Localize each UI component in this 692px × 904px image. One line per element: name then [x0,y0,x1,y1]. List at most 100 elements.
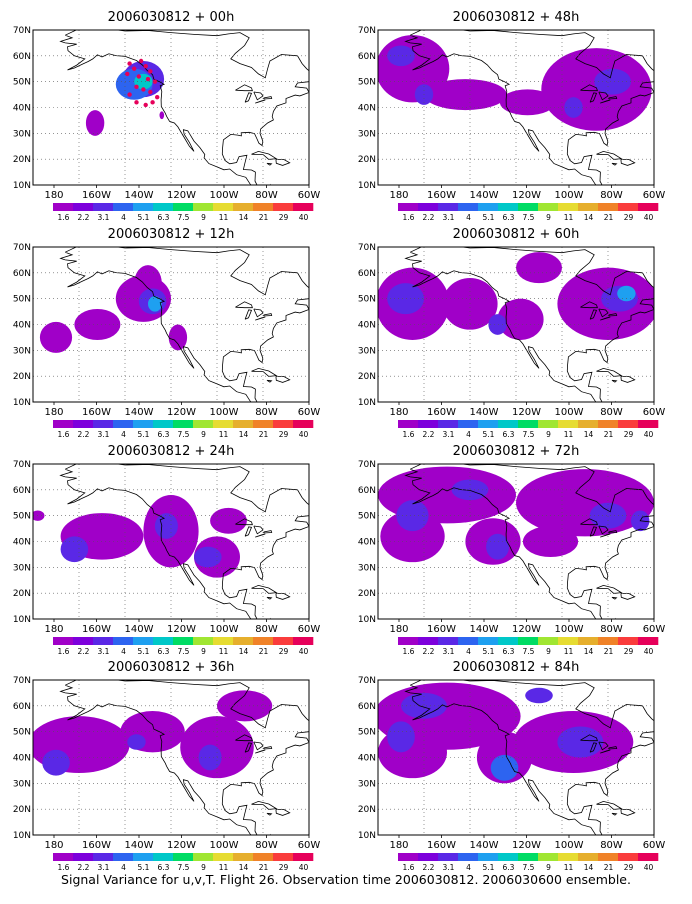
panel-title: 2006030812 + 60h [453,227,580,242]
great-lake [600,749,611,754]
colorbar-segment [618,853,639,861]
colorbar-label: 14 [239,647,249,656]
colorbar-label: 29 [624,863,634,872]
y-tick-label: 10N [358,831,376,841]
colorbar-label: 4 [466,430,471,439]
colorbar-segment [438,203,459,211]
x-tick-label: 120W [167,190,196,201]
y-tick-label: 30N [13,563,31,573]
observation-point [148,89,153,95]
coastline-hispaniola [275,158,291,166]
variance-region [617,285,636,302]
colorbar-segment [558,420,579,428]
variance-region [424,79,507,111]
colorbar-segment [253,637,274,645]
great-lake [263,530,273,534]
panel-title: 2006030812 + 24h [108,444,235,459]
variance-region [60,536,89,563]
colorbar-label: 11 [219,647,229,656]
panel-title: 2006030812 + 36h [108,660,235,675]
coastline-hispaniola [275,593,291,600]
x-tick-label: 160W [427,624,456,635]
coastline-jamaica [266,162,273,166]
colorbar-segment [498,420,519,428]
panel-3: 2006030812 + 60h 180 160W 140W 120W 100W 80W 60… [358,227,666,439]
colorbar-label: 1.6 [58,863,70,872]
colorbar-segment [53,637,74,645]
variance-region [594,68,631,95]
observation-point [125,71,130,77]
colorbar-segment [578,637,599,645]
colorbar-segment [273,203,294,211]
panel-frame [377,463,655,620]
colorbar-segment [398,203,419,211]
variance-region [589,502,627,529]
x-tick-label: 120W [167,407,196,418]
colorbar-segment [293,420,314,428]
y-tick-label: 40N [13,538,31,548]
colorbar-label: 14 [584,863,594,872]
x-tick-label: 160W [82,840,111,851]
observation-point [152,79,158,84]
y-tick-label: 50N [358,295,376,305]
colorbar-label: 2.2 [78,647,90,656]
y-tick-label: 10N [358,615,376,625]
x-tick-label: 120W [512,840,541,851]
variance-region [541,48,652,131]
colorbar-label: 9 [201,213,206,222]
great-lake [580,84,598,92]
colorbar-segment [498,637,519,645]
observation-point [127,92,132,97]
colorbar-segment [273,853,294,861]
colorbar-segment [398,420,419,428]
colorbar-label: 2.2 [78,430,90,439]
colorbar-label: 7.5 [178,430,190,439]
panel-background [33,30,309,185]
colorbar-label: 4 [121,647,126,656]
colorbar-label: 9 [546,213,551,222]
coastline-jamaica [611,812,618,816]
colorbar-segment [253,203,274,211]
colorbar-segment [193,637,214,645]
coastline-jamaica [266,812,273,816]
y-tick-label: 40N [358,104,376,114]
colorbar-segment [558,203,579,211]
panel-plot-area [33,680,309,835]
great-lake [589,526,598,537]
y-tick-label: 10N [358,398,376,408]
x-tick-label: 120W [512,624,541,635]
colorbar-segment [293,637,314,645]
colorbar-label: 29 [279,430,289,439]
colorbar-segment [213,853,234,861]
observation-point [136,74,141,79]
y-tick-label: 10N [13,831,31,841]
colorbar-segment [578,203,599,211]
colorbar-label: 11 [564,430,574,439]
colorbar-segment [478,420,499,428]
colorbar-segment [113,853,134,861]
colorbar-segment [53,420,74,428]
colorbar-segment [478,203,499,211]
y-tick-label: 40N [13,104,31,114]
great-lake [589,742,598,753]
y-tick-label: 60N [13,486,31,496]
variance-region [154,513,178,539]
y-tick-label: 30N [358,779,376,789]
panel-title: 2006030812 + 00h [108,10,235,25]
coastline-hispaniola [620,375,636,383]
colorbar-segment [618,420,639,428]
colorbar-label: 4 [121,430,126,439]
colorbar-segment [538,637,559,645]
colorbar-label: 9 [546,647,551,656]
colorbar-label: 11 [219,430,229,439]
colorbar-label: 5.1 [138,430,150,439]
colorbar-segment [478,637,499,645]
colorbar-label: 1.6 [58,647,70,656]
x-tick-label: 100W [210,190,239,201]
colorbar-segment [153,203,174,211]
colorbar-segment [113,203,134,211]
great-lake [580,301,598,309]
colorbar-label: 21 [259,430,269,439]
great-lake [255,99,266,104]
x-tick-label: 60W [643,407,666,418]
